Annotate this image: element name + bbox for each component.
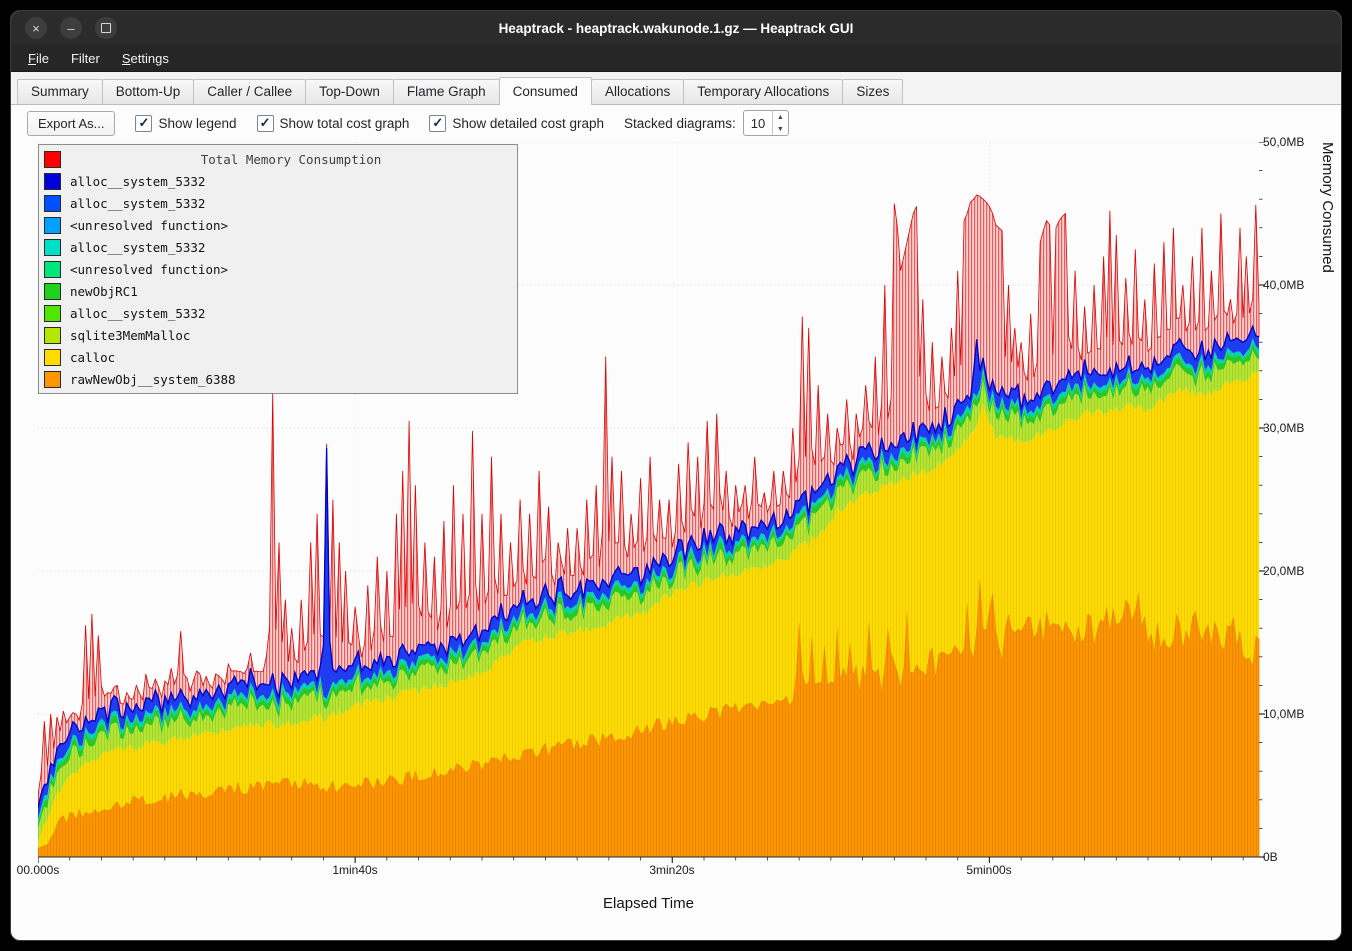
legend-label: <unresolved function> xyxy=(70,218,228,233)
legend-swatch-total xyxy=(44,151,61,168)
legend-swatch xyxy=(44,173,61,190)
legend-label: alloc__system_5332 xyxy=(70,306,205,321)
legend-swatch xyxy=(44,327,61,344)
tab-allocations[interactable]: Allocations xyxy=(591,79,684,104)
close-icon: × xyxy=(32,22,40,35)
stacked-diagrams-value[interactable]: 10 xyxy=(744,111,772,135)
legend-row: sqlite3MemMalloc xyxy=(44,324,512,346)
tab-caller-callee[interactable]: Caller / Callee xyxy=(193,79,306,104)
legend-swatch xyxy=(44,261,61,278)
heaptrack-window: × – Heaptrack - heaptrack.wakunode.1.gz … xyxy=(10,10,1342,941)
tab-temporary-allocations[interactable]: Temporary Allocations xyxy=(683,79,843,104)
legend-row: alloc__system_5332 xyxy=(44,302,512,324)
window-title: Heaptrack - heaptrack.wakunode.1.gz — He… xyxy=(11,21,1341,36)
legend-label: newObjRC1 xyxy=(70,284,138,299)
legend-label: rawNewObj__system_6388 xyxy=(70,372,236,387)
menubar: File Filter Settings xyxy=(11,45,1341,72)
menu-file-label: ile xyxy=(36,51,49,66)
legend-swatch xyxy=(44,195,61,212)
x-tick-label: 5min00s xyxy=(941,863,1037,877)
stacked-diagrams-label: Stacked diagrams: xyxy=(624,116,736,131)
x-tick-label: 1min40s xyxy=(307,863,403,877)
checkmark-icon: ✓ xyxy=(139,116,150,129)
minimize-button[interactable]: – xyxy=(60,17,82,39)
tab-sizes[interactable]: Sizes xyxy=(842,79,903,104)
legend-label: sqlite3MemMalloc xyxy=(70,328,190,343)
legend-label: calloc xyxy=(70,350,115,365)
legend-row: alloc__system_5332 xyxy=(44,170,512,192)
spin-up-button[interactable]: ▲ xyxy=(773,111,788,123)
legend-row: alloc__system_5332 xyxy=(44,236,512,258)
legend-swatch xyxy=(44,349,61,366)
show-legend-label: Show legend xyxy=(158,116,236,131)
legend-row: rawNewObj__system_6388 xyxy=(44,368,512,390)
checkmark-icon: ✓ xyxy=(260,116,271,129)
consumption-chart[interactable]: Total Memory Consumption alloc__system_5… xyxy=(38,142,1267,865)
show-total-cost-checkbox[interactable]: ✓ Show total cost graph xyxy=(257,115,410,132)
legend-swatch xyxy=(44,217,61,234)
legend-label: <unresolved function> xyxy=(70,262,228,277)
stacked-diagrams-control: Stacked diagrams: 10 ▲ ▼ xyxy=(624,110,789,136)
export-as-button[interactable]: Export As... xyxy=(27,111,115,136)
legend-title: Total Memory Consumption xyxy=(70,152,512,167)
show-detailed-cost-checkbox[interactable]: ✓ Show detailed cost graph xyxy=(429,115,604,132)
y-axis-title: Memory Consumed xyxy=(1319,142,1336,857)
show-total-cost-label: Show total cost graph xyxy=(280,116,410,131)
chevron-up-icon: ▲ xyxy=(777,114,784,121)
menu-file-mnemonic: F xyxy=(28,51,36,66)
x-axis-title: Elapsed Time xyxy=(38,895,1259,912)
maximize-button[interactable] xyxy=(95,17,117,39)
legend-label: alloc__system_5332 xyxy=(70,174,205,189)
chevron-down-icon: ▼ xyxy=(777,126,784,133)
menu-settings-label: ettings xyxy=(131,51,169,66)
toolbar: Export As... ✓ Show legend ✓ Show total … xyxy=(11,105,1341,141)
close-button[interactable]: × xyxy=(25,17,47,39)
legend-label: alloc__system_5332 xyxy=(70,240,205,255)
legend-swatch xyxy=(44,305,61,322)
legend-swatch xyxy=(44,283,61,300)
checkmark-icon: ✓ xyxy=(432,116,443,129)
show-detailed-cost-label: Show detailed cost graph xyxy=(452,116,604,131)
tab-bar: Summary Bottom-Up Caller / Callee Top-Do… xyxy=(11,72,1341,105)
legend-row: <unresolved function> xyxy=(44,258,512,280)
chart-legend: Total Memory Consumption alloc__system_5… xyxy=(38,144,518,394)
legend-swatch xyxy=(44,239,61,256)
tab-consumed[interactable]: Consumed xyxy=(499,77,592,104)
desktop: { "window": { "title": "Heaptrack - heap… xyxy=(0,0,1352,951)
tab-top-down[interactable]: Top-Down xyxy=(305,79,394,104)
checkbox-icon: ✓ xyxy=(429,115,446,132)
maximize-icon xyxy=(101,23,111,33)
legend-row: <unresolved function> xyxy=(44,214,512,236)
legend-row: alloc__system_5332 xyxy=(44,192,512,214)
window-controls: × – xyxy=(25,17,117,39)
checkbox-icon: ✓ xyxy=(135,115,152,132)
legend-row: calloc xyxy=(44,346,512,368)
checkbox-icon: ✓ xyxy=(257,115,274,132)
legend-label: alloc__system_5332 xyxy=(70,196,205,211)
spin-down-button[interactable]: ▼ xyxy=(773,123,788,135)
x-tick-label: 3min20s xyxy=(624,863,720,877)
legend-swatch xyxy=(44,371,61,388)
menu-filter[interactable]: Filter xyxy=(60,47,111,70)
tab-bottom-up[interactable]: Bottom-Up xyxy=(102,79,195,104)
menu-file[interactable]: File xyxy=(17,47,60,70)
titlebar: × – Heaptrack - heaptrack.wakunode.1.gz … xyxy=(11,11,1341,45)
show-legend-checkbox[interactable]: ✓ Show legend xyxy=(135,115,236,132)
menu-settings[interactable]: Settings xyxy=(111,47,180,70)
legend-title-row: Total Memory Consumption xyxy=(44,148,512,170)
legend-row: newObjRC1 xyxy=(44,280,512,302)
tab-flame-graph[interactable]: Flame Graph xyxy=(393,79,500,104)
menu-filter-label: Filter xyxy=(71,51,100,66)
stacked-diagrams-spinbox[interactable]: 10 ▲ ▼ xyxy=(743,110,789,136)
tab-summary[interactable]: Summary xyxy=(17,79,103,104)
menu-settings-mnemonic: S xyxy=(122,51,131,66)
minimize-icon: – xyxy=(67,22,74,35)
x-tick-label: 00.000s xyxy=(10,863,86,877)
